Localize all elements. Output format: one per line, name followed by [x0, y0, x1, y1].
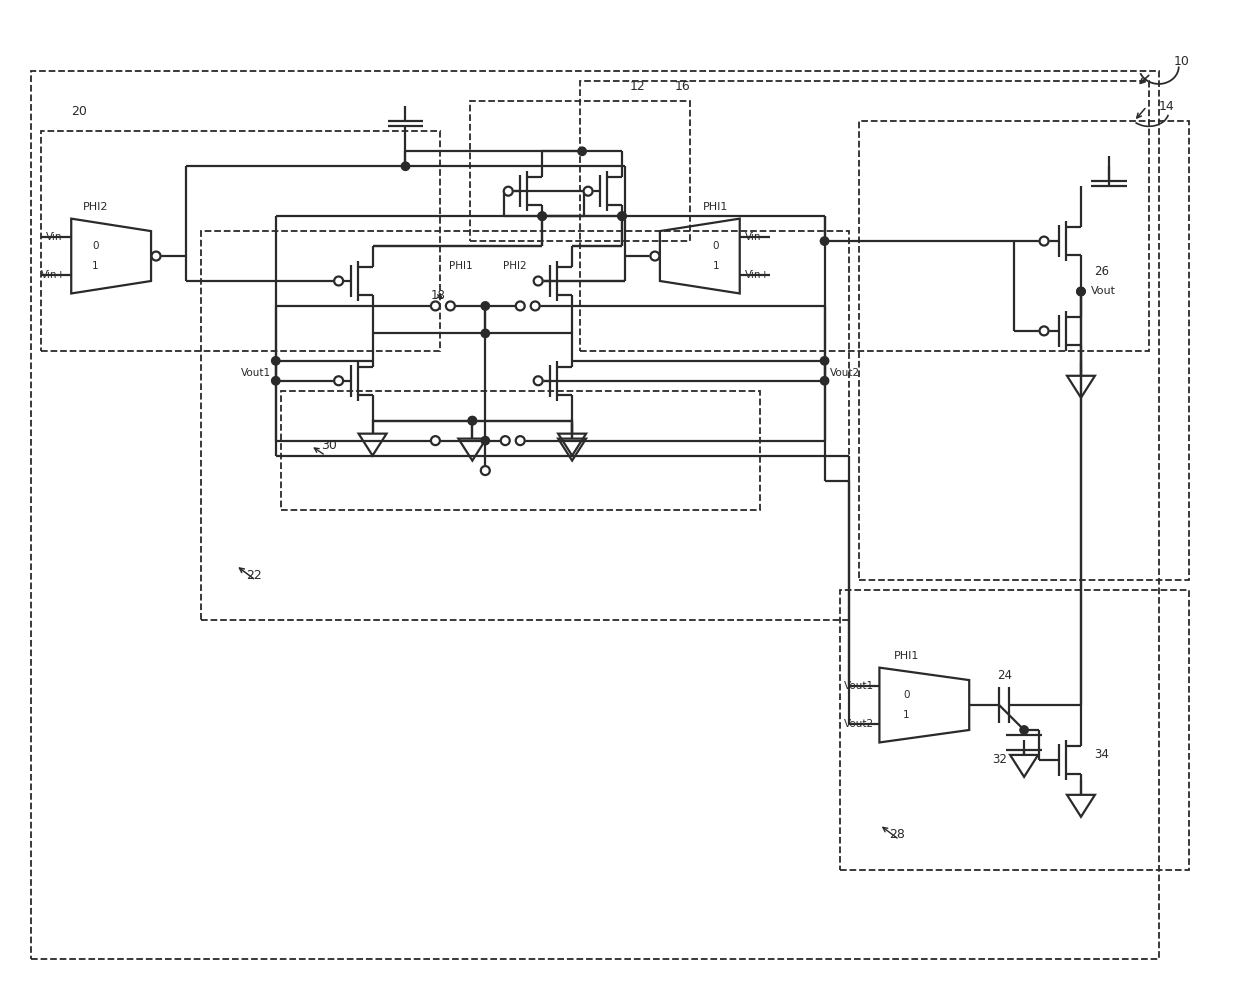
Bar: [280, 390, 760, 511]
Text: 32: 32: [992, 754, 1007, 767]
Circle shape: [432, 301, 440, 310]
Bar: [470, 101, 689, 241]
Circle shape: [651, 251, 660, 260]
Circle shape: [1076, 287, 1085, 295]
Circle shape: [1039, 236, 1049, 245]
Circle shape: [432, 436, 440, 445]
Text: Vout1: Vout1: [241, 368, 270, 378]
Text: PHI1: PHI1: [449, 261, 472, 271]
Circle shape: [821, 237, 828, 245]
Circle shape: [618, 212, 626, 220]
Bar: [859, 121, 1189, 581]
Text: 14: 14: [1159, 100, 1174, 113]
Circle shape: [533, 276, 543, 285]
Bar: [580, 81, 1148, 350]
Circle shape: [334, 276, 343, 285]
Circle shape: [821, 376, 828, 385]
Circle shape: [1039, 326, 1049, 335]
Text: Vin+: Vin+: [41, 269, 66, 279]
Circle shape: [481, 436, 490, 444]
Text: 34: 34: [1094, 749, 1109, 762]
Circle shape: [578, 147, 587, 155]
Text: 24: 24: [997, 669, 1012, 682]
Bar: [839, 591, 1189, 870]
Text: 28: 28: [889, 828, 905, 841]
Text: 18: 18: [430, 289, 445, 302]
Circle shape: [516, 436, 525, 445]
Text: 1: 1: [92, 261, 98, 271]
Circle shape: [533, 376, 543, 385]
Circle shape: [538, 212, 547, 220]
Circle shape: [1021, 726, 1028, 734]
Text: 10: 10: [1174, 55, 1189, 68]
Text: Vin-: Vin-: [745, 232, 765, 242]
Circle shape: [503, 187, 513, 195]
Text: Vout2: Vout2: [830, 368, 859, 378]
Circle shape: [446, 301, 455, 310]
Text: 12: 12: [630, 80, 646, 93]
Text: Vin+: Vin+: [745, 269, 770, 279]
Text: 30: 30: [321, 439, 336, 452]
Text: 0: 0: [92, 241, 98, 251]
Circle shape: [469, 416, 476, 424]
Circle shape: [618, 212, 626, 220]
Circle shape: [584, 187, 593, 195]
Circle shape: [469, 416, 476, 424]
Circle shape: [821, 356, 828, 365]
Bar: [41, 131, 440, 350]
Text: 1: 1: [713, 261, 719, 271]
Text: PHI1: PHI1: [894, 651, 919, 661]
Text: PHI2: PHI2: [82, 201, 108, 211]
Text: Vin-: Vin-: [46, 232, 66, 242]
Circle shape: [538, 212, 547, 220]
Circle shape: [481, 466, 490, 475]
Bar: [31, 71, 1159, 960]
Text: 1: 1: [903, 710, 910, 720]
Circle shape: [531, 301, 539, 310]
Circle shape: [481, 329, 490, 337]
Circle shape: [272, 376, 280, 385]
Circle shape: [151, 251, 160, 260]
Bar: [201, 231, 849, 621]
Circle shape: [402, 162, 409, 170]
Circle shape: [501, 436, 510, 445]
Text: Vout: Vout: [1091, 286, 1116, 296]
Text: 0: 0: [713, 241, 719, 251]
Text: 0: 0: [903, 691, 910, 701]
Circle shape: [481, 301, 490, 310]
Text: PHI2: PHI2: [503, 261, 527, 271]
Text: 20: 20: [71, 105, 87, 118]
Circle shape: [516, 301, 525, 310]
Text: Vout2: Vout2: [844, 719, 874, 729]
Text: 26: 26: [1094, 265, 1109, 278]
Text: Vout1: Vout1: [844, 682, 874, 692]
Circle shape: [272, 356, 280, 365]
Text: 22: 22: [246, 569, 262, 582]
Circle shape: [334, 376, 343, 385]
Text: PHI1: PHI1: [703, 201, 728, 211]
Text: 16: 16: [675, 80, 691, 93]
Circle shape: [1076, 287, 1085, 295]
